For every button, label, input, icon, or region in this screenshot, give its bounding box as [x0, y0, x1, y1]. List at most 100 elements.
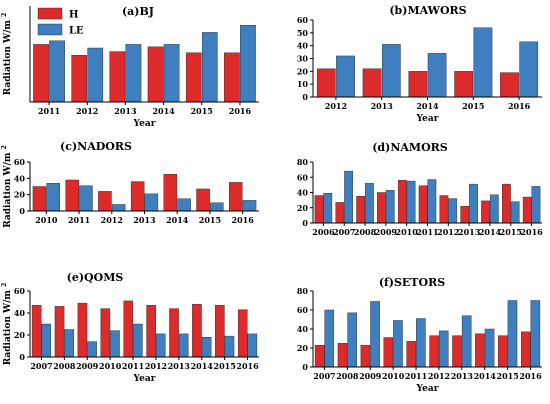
- y-tick-label: 40: [14, 173, 26, 183]
- x-tick-label: 2015: [214, 361, 236, 371]
- bar-LE-2011: [133, 323, 143, 358]
- bar-LE-2013: [381, 44, 401, 98]
- bar-H-2016: [500, 72, 519, 98]
- chart-title: (b)MAWORS: [389, 4, 466, 17]
- x-tick-label: 2010: [35, 215, 58, 225]
- bar-H-2013: [169, 308, 179, 358]
- bar-H-2008: [337, 343, 348, 368]
- x-tick-label: 2014: [191, 361, 214, 371]
- chart-panel-1: 2011 2012 2013 2014 2015 2016 (a)BJ Year Radiati…: [1, 5, 259, 129]
- y-tick-label: 60: [297, 305, 309, 315]
- bar-LE-2013: [144, 193, 159, 212]
- bar-LE-2014: [163, 44, 180, 103]
- x-tick-label: 2012: [76, 106, 98, 116]
- x-tick-label: 2015: [500, 227, 522, 237]
- bar-H-2016: [229, 182, 243, 212]
- y-tick-label: 80: [297, 157, 309, 167]
- bar-LE-2016: [530, 300, 541, 368]
- bar-LE-2009: [385, 190, 395, 224]
- bar-H-2008: [54, 306, 65, 358]
- bar-H-2014: [481, 200, 490, 224]
- bar-LE-2015: [201, 32, 218, 103]
- bar-LE-2011: [79, 185, 93, 212]
- x-tick-label: 2009: [375, 227, 398, 237]
- bar-H-2011: [123, 300, 134, 358]
- x-tick-label: 2016: [229, 106, 252, 116]
- x-tick-label: 2008: [53, 361, 76, 371]
- x-tick-label: 2013: [114, 106, 137, 116]
- bar-LE-2015: [507, 300, 518, 368]
- x-tick-label: 2011: [122, 361, 144, 371]
- y-tick-label: 40: [297, 188, 309, 198]
- x-tick-label: 2013: [451, 371, 474, 381]
- y-tick-label: 20: [297, 343, 309, 353]
- y-tick-label: 0: [302, 92, 308, 102]
- bar-H-2006: [314, 195, 324, 224]
- bar-LE-2010: [46, 183, 60, 212]
- chart-panel-6: 2007 2008 2009 2010 2011 2012 2013 2014 2015 2016…: [297, 276, 542, 394]
- bar-LE-2012: [336, 55, 355, 98]
- bar-LE-2009: [370, 301, 380, 368]
- x-axis-label: Year: [416, 114, 439, 124]
- bar-H-2009: [77, 302, 88, 358]
- bar-LE-2010: [393, 320, 403, 368]
- chart-panel-4: 2006200720082009201020112012201320142015…: [297, 141, 543, 237]
- y-tick-label: 0: [302, 218, 308, 228]
- x-tick-label: 2009: [359, 371, 382, 381]
- bar-H-2012: [146, 305, 156, 358]
- x-tick-label: 2008: [354, 227, 377, 237]
- bar-H-2010: [100, 308, 111, 358]
- x-tick-label: 2014: [152, 106, 175, 116]
- x-tick-label: 2012: [145, 361, 167, 371]
- x-tick-label: 2007: [333, 227, 355, 237]
- x-tick-label: 2012: [428, 371, 450, 381]
- y-axis-label: Radiation W/m 2: [1, 13, 13, 96]
- bar-LE-2016: [240, 25, 256, 103]
- y-tick-label: 0: [19, 206, 25, 216]
- y-tick-label: 50: [297, 28, 309, 38]
- bar-LE-2014: [489, 194, 499, 224]
- bar-LE-2015: [224, 335, 235, 358]
- y-tick-label: 20: [297, 203, 309, 213]
- bar-LE-2011: [427, 179, 437, 224]
- bar-LE-2010: [406, 180, 416, 224]
- y-tick-label: 60: [297, 172, 309, 182]
- bar-LE-2015: [473, 27, 493, 98]
- y-axis-label: Radiation W/m 2: [1, 145, 13, 228]
- bar-LE-2012: [448, 198, 458, 224]
- bar-LE-2016: [531, 186, 541, 224]
- chart-title: (d)NAMORS: [372, 141, 448, 154]
- bar-H-2007: [335, 202, 345, 224]
- x-tick-label: 2013: [458, 227, 481, 237]
- chart-title: (e)QOMS: [67, 271, 124, 284]
- bar-H-2009: [377, 192, 386, 224]
- bar-LE-2012: [438, 330, 449, 368]
- bar-H-2015: [454, 71, 474, 98]
- bar-LE-2015: [210, 202, 224, 212]
- x-tick-label: 2010: [99, 361, 122, 371]
- bar-LE-2006: [323, 193, 333, 224]
- bar-H-2010: [32, 186, 47, 212]
- x-tick-label: 2016: [232, 215, 255, 225]
- bar-LE-2008: [64, 329, 74, 358]
- bar-LE-2007: [344, 170, 353, 224]
- x-axis-label: Year: [416, 384, 439, 394]
- bar-H-2010: [397, 180, 407, 224]
- bar-H-2016: [522, 196, 532, 224]
- x-tick-label: 2015: [497, 371, 519, 381]
- x-tick-label: 2015: [462, 101, 484, 111]
- bar-LE-2013: [461, 315, 472, 368]
- bar-H-2007: [31, 305, 42, 358]
- y-tick-label: 40: [297, 41, 309, 51]
- bar-H-2012: [316, 68, 336, 98]
- bar-H-2011: [418, 185, 428, 224]
- bar-LE-2013: [178, 333, 189, 358]
- y-tick-label: 60: [14, 286, 26, 296]
- bar-LE-2011: [416, 318, 426, 368]
- x-tick-label: 2015: [191, 106, 213, 116]
- y-tick-label: 60: [297, 15, 309, 25]
- bar-LE-2016: [242, 200, 257, 212]
- bar-H-2016: [520, 331, 531, 368]
- x-axis-label: Year: [133, 374, 156, 384]
